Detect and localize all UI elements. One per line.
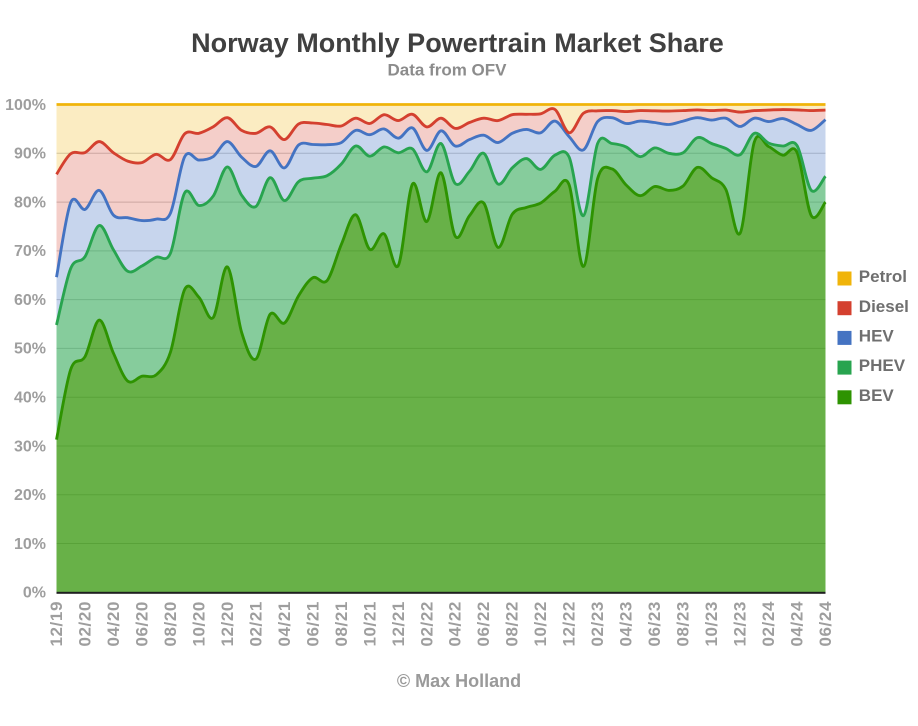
svg-text:06/20: 06/20	[132, 601, 151, 647]
svg-text:02/23: 02/23	[588, 601, 607, 647]
svg-text:Diesel: Diesel	[859, 297, 909, 316]
svg-text:02/20: 02/20	[76, 601, 95, 647]
svg-text:12/20: 12/20	[218, 601, 237, 647]
svg-text:60%: 60%	[14, 292, 46, 309]
svg-text:0%: 0%	[23, 585, 46, 602]
svg-text:12/19: 12/19	[47, 601, 66, 647]
svg-text:02/21: 02/21	[246, 601, 265, 647]
svg-text:10/22: 10/22	[531, 601, 550, 647]
svg-text:04/24: 04/24	[788, 601, 807, 647]
svg-text:90%: 90%	[14, 146, 46, 163]
svg-text:06/24: 06/24	[816, 601, 835, 647]
svg-text:© Max Holland: © Max Holland	[397, 671, 521, 691]
svg-text:80%: 80%	[14, 194, 46, 211]
svg-text:12/23: 12/23	[731, 601, 750, 647]
svg-text:06/23: 06/23	[645, 601, 664, 647]
svg-text:02/22: 02/22	[417, 601, 436, 647]
svg-text:Petrol: Petrol	[859, 267, 907, 286]
svg-text:04/22: 04/22	[446, 601, 465, 647]
svg-text:02/24: 02/24	[759, 601, 778, 647]
svg-text:08/20: 08/20	[161, 601, 180, 647]
svg-text:10/23: 10/23	[702, 601, 721, 647]
svg-text:40%: 40%	[14, 390, 46, 407]
svg-text:20%: 20%	[14, 487, 46, 504]
svg-text:08/23: 08/23	[674, 601, 693, 647]
svg-text:HEV: HEV	[859, 327, 895, 346]
svg-text:04/21: 04/21	[275, 601, 294, 647]
svg-text:10/21: 10/21	[360, 601, 379, 647]
svg-text:10%: 10%	[14, 536, 46, 553]
svg-text:BEV: BEV	[859, 386, 895, 405]
svg-text:12/22: 12/22	[560, 601, 579, 647]
svg-text:Norway Monthly Powertrain Mark: Norway Monthly Powertrain Market Share	[191, 28, 724, 58]
svg-text:10/20: 10/20	[189, 601, 208, 647]
svg-text:PHEV: PHEV	[859, 356, 906, 375]
svg-text:50%: 50%	[14, 341, 46, 358]
svg-text:06/21: 06/21	[303, 601, 322, 647]
svg-text:04/20: 04/20	[104, 601, 123, 647]
svg-text:04/23: 04/23	[617, 601, 636, 647]
svg-text:06/22: 06/22	[474, 601, 493, 647]
svg-text:70%: 70%	[14, 243, 46, 260]
svg-text:100%: 100%	[5, 97, 46, 114]
svg-text:30%: 30%	[14, 438, 46, 455]
svg-text:Data from OFV: Data from OFV	[387, 61, 507, 80]
svg-text:08/21: 08/21	[332, 601, 351, 647]
svg-text:08/22: 08/22	[503, 601, 522, 647]
svg-text:12/21: 12/21	[389, 601, 408, 647]
